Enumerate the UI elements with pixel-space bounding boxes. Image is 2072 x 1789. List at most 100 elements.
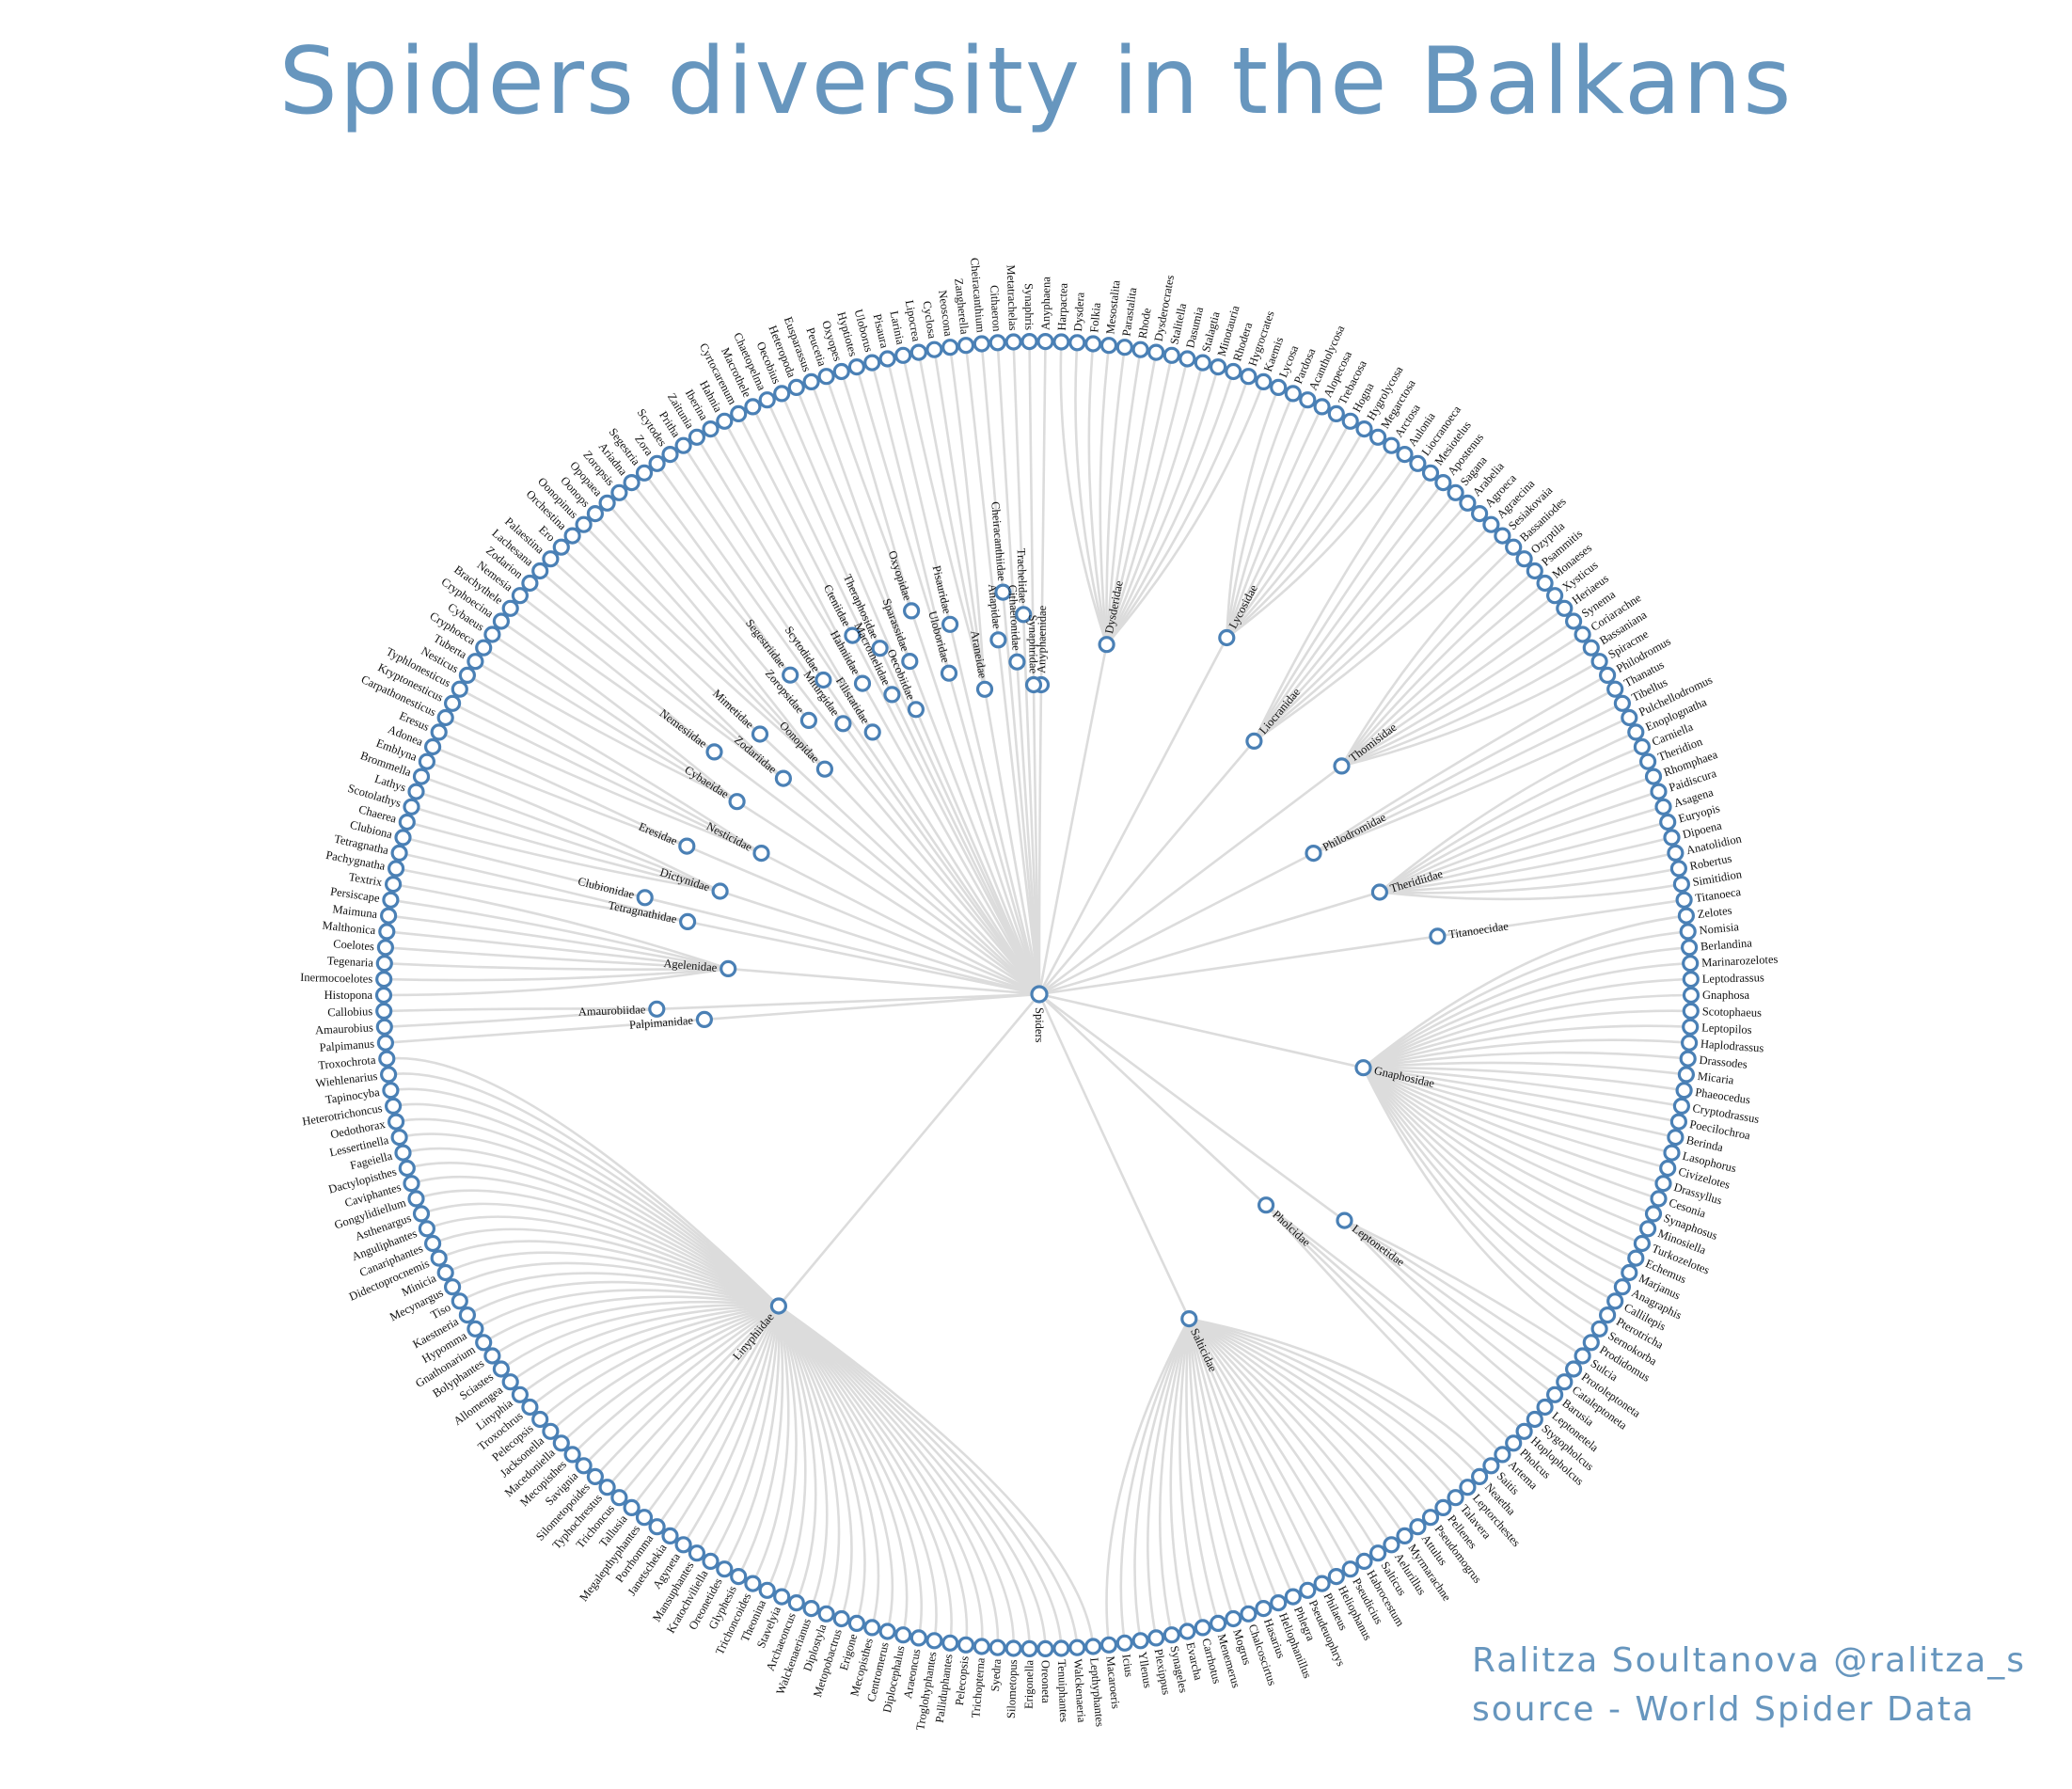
genus-link [593, 513, 826, 770]
genus-node [483, 625, 501, 643]
genus-node [1663, 829, 1681, 847]
genus-node [1284, 385, 1302, 403]
family-label: Cybaeidae [682, 763, 731, 801]
genus-link [1362, 930, 1688, 1069]
genus-node [1644, 768, 1663, 785]
genus-link [778, 1305, 1015, 1649]
genus-label: Leptopilos [1701, 1021, 1752, 1037]
genus-link [1187, 1319, 1235, 1620]
genus-node [1672, 875, 1691, 894]
family-link [656, 992, 1040, 1011]
genus-label: Cithaeron [988, 285, 1004, 333]
tree-links [383, 341, 1692, 1649]
genus-node [483, 1347, 501, 1365]
genus-link [1188, 1318, 1393, 1546]
genus-link [1379, 731, 1637, 894]
family-node [844, 626, 862, 644]
genus-link [1362, 1067, 1592, 1344]
genus-node [1494, 527, 1511, 545]
genus-link [1188, 1317, 1419, 1528]
family-node [994, 583, 1012, 601]
genus-link [529, 1305, 780, 1409]
genus-node [1564, 612, 1583, 630]
genus-node [1115, 1634, 1133, 1652]
family-node [1024, 675, 1043, 694]
genus-node [531, 562, 549, 580]
genus-link [901, 355, 987, 690]
genus-link [737, 413, 854, 637]
genus-node [1036, 1639, 1054, 1658]
genus-link [778, 1305, 1079, 1648]
genus-link [1340, 633, 1584, 768]
genus-label: Maimuna [332, 902, 379, 921]
genus-link [1188, 1318, 1280, 1604]
genus-node [542, 550, 560, 568]
genus-link [406, 1162, 780, 1307]
genus-node [817, 368, 835, 386]
genus-node [1482, 1457, 1500, 1475]
genus-link [777, 1305, 866, 1624]
genus-link [1379, 775, 1654, 894]
genus-node [598, 1479, 616, 1496]
genus-link [723, 420, 864, 685]
genus-node [1669, 1113, 1688, 1131]
genus-node [467, 653, 484, 671]
genus-link [1362, 914, 1687, 1069]
genus-link [1099, 345, 1111, 645]
genus-link [810, 381, 911, 662]
genus-link [917, 352, 987, 690]
genus-link [474, 1289, 780, 1330]
genus-node [1225, 1609, 1242, 1628]
genus-node [1163, 1626, 1180, 1644]
genus-node [909, 1629, 927, 1647]
genus-link [1253, 534, 1504, 742]
genus-node [1421, 464, 1440, 482]
genus-link [426, 760, 721, 893]
genus-link [777, 1305, 894, 1632]
genus-link [392, 882, 729, 971]
genus-node [802, 372, 820, 390]
genus-node [1677, 907, 1696, 925]
genus-node [563, 1446, 581, 1464]
genus-label: Textrix [348, 870, 385, 889]
genus-node [521, 1398, 539, 1417]
genus-link [1363, 1066, 1683, 1108]
family-link [728, 967, 1040, 996]
genus-link [1105, 1318, 1191, 1645]
family-label: Trachelidae [1015, 548, 1030, 604]
genus-node [635, 464, 654, 482]
family-link [909, 660, 1041, 995]
family-node [705, 743, 723, 761]
genus-node [586, 1467, 605, 1486]
genus-link [1188, 1318, 1294, 1598]
family-link [914, 708, 1041, 995]
genus-node [552, 1434, 570, 1452]
family-link [1038, 765, 1343, 996]
genus-node [436, 708, 454, 727]
family-label: Synaphridae [1026, 614, 1040, 673]
genus-label: Oreoneta [1039, 1660, 1053, 1703]
genus-link [777, 1305, 969, 1645]
family-node [863, 723, 881, 741]
family-node [774, 769, 793, 787]
genus-node [1582, 639, 1600, 657]
genus-node [1099, 337, 1118, 355]
genus-node [388, 860, 405, 878]
genus-link [855, 366, 951, 674]
genus-node [610, 1489, 628, 1507]
genus-link [1188, 1318, 1337, 1577]
genus-link [656, 1306, 781, 1528]
genus-link [445, 1251, 780, 1307]
genus-node [716, 1560, 734, 1578]
genus-link [1253, 501, 1469, 742]
family-node [1218, 628, 1236, 647]
genus-link [1343, 1219, 1566, 1384]
genus-link [1363, 1066, 1684, 1092]
genus-link [1087, 343, 1108, 645]
genus-node [492, 612, 511, 630]
genus-node [407, 1190, 425, 1208]
genus-link [870, 362, 951, 673]
genus-link [1039, 341, 1047, 686]
genus-node [863, 354, 881, 372]
genus-node [1470, 504, 1489, 523]
